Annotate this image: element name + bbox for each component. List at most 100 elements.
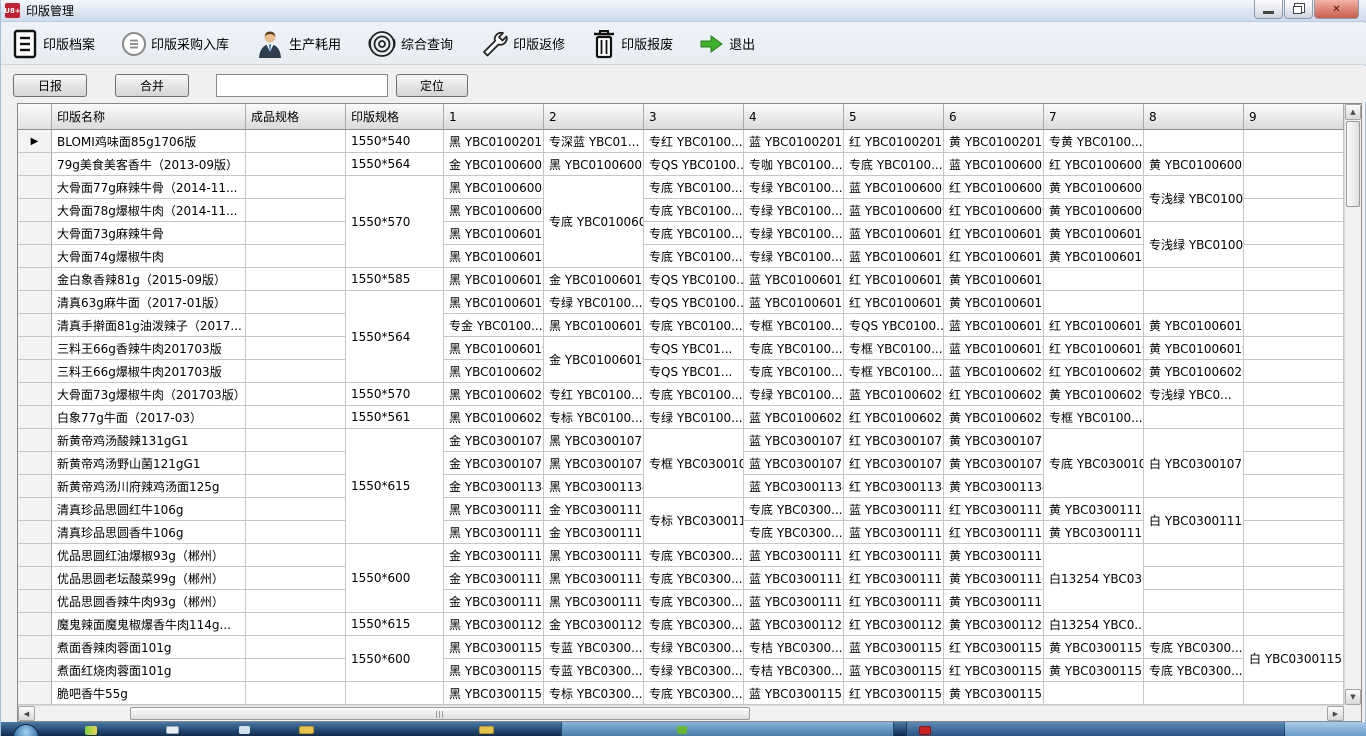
grid-cell[interactable]: 专底 YBC0100... xyxy=(644,176,744,199)
grid-cell[interactable]: 红 YBC01006018 xyxy=(1044,314,1144,337)
grid-cell[interactable]: 白 YBC03001112 xyxy=(1144,498,1244,544)
grid-cell[interactable]: 黄 YBC01006021 xyxy=(1044,383,1144,406)
grid-cell[interactable] xyxy=(246,567,346,590)
grid-cell[interactable]: 1550*561 xyxy=(346,406,444,429)
grid-cell[interactable]: 专绿 YBC0100... xyxy=(544,291,644,314)
grid-cell[interactable]: 红 YBC03001112 xyxy=(944,498,1044,521)
grid-cell[interactable]: 蓝 YBC03001117 xyxy=(744,590,844,613)
grid-cell[interactable]: 黑 YBC03001122 xyxy=(444,613,544,636)
grid-cell[interactable]: 专底 YBC030010 xyxy=(1044,429,1144,498)
grid-cell[interactable]: 白13254 YBC0... xyxy=(1044,613,1144,636)
grid-cell[interactable]: 黄 YBC01006008 xyxy=(1044,176,1144,199)
grid-cell[interactable]: 黑 YBC01002016 xyxy=(444,130,544,153)
grid-cell[interactable] xyxy=(1144,291,1244,314)
grid-cell[interactable]: 蓝 YBC01006012 xyxy=(844,245,944,268)
grid-cell[interactable] xyxy=(246,291,346,314)
grid-cell[interactable] xyxy=(246,314,346,337)
grid-cell[interactable]: 黄 YBC01006011 xyxy=(1044,222,1144,245)
grid-cell[interactable]: 专绿 YBC0100... xyxy=(744,383,844,406)
grid-cell[interactable]: 蓝 YBC03001151 xyxy=(844,636,944,659)
grid-cell[interactable]: 红 YBC01006022 xyxy=(844,406,944,429)
grid-cell[interactable]: 黑 YBC03001112 xyxy=(444,498,544,521)
grid-cell[interactable]: 专底 YBC01006011 xyxy=(544,176,644,268)
grid-cell[interactable]: 优品思圆老坛酸菜99g（郴州） xyxy=(52,567,246,590)
grid-cell[interactable]: 专桔 YBC0300... xyxy=(744,659,844,682)
grid-cell[interactable]: 红 YBC03001151 xyxy=(944,636,1044,659)
grid-cell[interactable]: 黄 YBC01006009 xyxy=(1044,199,1144,222)
column-header[interactable]: 8 xyxy=(1144,104,1244,130)
grid-cell[interactable]: 蓝 YBC01006020 xyxy=(944,360,1044,383)
grid-cell[interactable]: 黄 YBC03001072 xyxy=(944,429,1044,452)
grid-cell[interactable]: 蓝 YBC03001116 xyxy=(744,567,844,590)
grid-cell[interactable]: 金 YBC03001122 xyxy=(544,613,644,636)
taskbar-app-button[interactable] xyxy=(906,722,1284,736)
column-header[interactable]: 1 xyxy=(444,104,544,130)
grid-cell[interactable]: 专绿 YBC0100... xyxy=(644,406,744,429)
grid-cell[interactable]: BLOMI鸡味面85g1706版 xyxy=(52,130,246,153)
row-indicator-cell[interactable] xyxy=(18,636,52,659)
grid-cell[interactable]: 红 YBC03001113 xyxy=(944,521,1044,544)
grid-cell[interactable] xyxy=(1244,222,1344,245)
grid-cell[interactable]: 蓝 YBC01006009 xyxy=(844,199,944,222)
grid-cell[interactable]: 红 YBC03001153 xyxy=(844,682,944,705)
grid-cell[interactable]: 专绿 YBC0100... xyxy=(744,176,844,199)
grid-cell[interactable]: 黄 YBC03001151 xyxy=(1044,636,1144,659)
grid-cell[interactable] xyxy=(1244,337,1344,360)
grid-cell[interactable]: 黑 YBC03001134 xyxy=(544,475,644,498)
grid-cell[interactable] xyxy=(246,590,346,613)
grid-cell[interactable]: 白 YBC03001072 xyxy=(1144,429,1244,498)
row-indicator-cell[interactable] xyxy=(18,153,52,176)
grid-cell[interactable]: 专标 YBC0100... xyxy=(544,406,644,429)
row-indicator-cell[interactable] xyxy=(18,429,52,452)
grid-cell[interactable]: 金 YBC01006003 xyxy=(444,153,544,176)
grid-cell[interactable]: 煮面香辣肉蓉面101g xyxy=(52,636,246,659)
grid-cell[interactable]: 1550*600 xyxy=(346,544,444,613)
taskbar-icon[interactable] xyxy=(677,726,687,734)
grid-cell[interactable]: 黑 YBC01006018 xyxy=(544,314,644,337)
column-header[interactable]: 4 xyxy=(744,104,844,130)
grid-cell[interactable] xyxy=(246,153,346,176)
grid-cell[interactable] xyxy=(246,682,346,705)
grid-cell[interactable]: 专底 YBC0300... xyxy=(644,682,744,705)
grid-cell[interactable]: 红 YBC03001122 xyxy=(844,613,944,636)
grid-cell[interactable] xyxy=(246,544,346,567)
grid-cell[interactable]: 红 YBC03001115 xyxy=(844,544,944,567)
taskbar-icon[interactable] xyxy=(85,726,97,735)
grid-cell[interactable]: 黄 YBC01002016 xyxy=(944,130,1044,153)
row-indicator-cell[interactable] xyxy=(18,613,52,636)
grid-cell[interactable] xyxy=(1244,544,1344,567)
grid-cell[interactable]: 专QS YBC0100... xyxy=(644,291,744,314)
locate-button[interactable]: 定位 xyxy=(396,74,468,97)
column-header[interactable]: 成品规格 xyxy=(246,104,346,130)
taskbar-tray-area[interactable] xyxy=(1285,722,1366,736)
locate-input[interactable] xyxy=(216,74,388,97)
toolbar-item-query[interactable]: 综合查询 xyxy=(367,29,453,59)
grid-cell[interactable]: 1550*540 xyxy=(346,130,444,153)
grid-cell[interactable]: 专QS YBC01... xyxy=(644,337,744,360)
taskbar-icon[interactable] xyxy=(166,726,179,734)
grid-cell[interactable] xyxy=(246,521,346,544)
grid-cell[interactable]: 1550*615 xyxy=(346,429,444,544)
grid-cell[interactable]: 黄 YBC01006015 xyxy=(944,268,1044,291)
grid-cell[interactable]: 金 YBC03001117 xyxy=(444,590,544,613)
column-header[interactable]: 印版名称 xyxy=(52,104,246,130)
row-indicator-cell[interactable] xyxy=(18,498,52,521)
grid-cell[interactable] xyxy=(1144,613,1244,636)
grid-cell[interactable]: 红 YBC03001073 xyxy=(844,452,944,475)
grid-cell[interactable]: 金 YBC03001073 xyxy=(444,452,544,475)
grid-cell[interactable]: 专绿 YBC0300... xyxy=(644,659,744,682)
grid-cell[interactable]: 专黄 YBC0100... xyxy=(1044,130,1144,153)
grid-cell[interactable]: 新黄帝鸡汤川府辣鸡汤面125g xyxy=(52,475,246,498)
grid-cell[interactable]: 黑 YBC01006020 xyxy=(444,360,544,383)
grid-cell[interactable]: 黑 YBC01006017 xyxy=(444,291,544,314)
grid-cell[interactable] xyxy=(1244,590,1344,613)
grid-cell[interactable]: 黄 YBC03001152 xyxy=(1044,659,1144,682)
grid-cell[interactable] xyxy=(1244,682,1344,705)
grid-cell[interactable]: 黑 YBC03001073 xyxy=(544,452,644,475)
grid-cell[interactable]: 黄 YBC01006003 xyxy=(1144,153,1244,176)
grid-cell[interactable]: 专框 YBC03001072 xyxy=(644,429,744,498)
grid-cell[interactable]: 黑 YBC03001116 xyxy=(544,567,644,590)
grid-cell[interactable]: 蓝 YBC03001073 xyxy=(744,452,844,475)
grid-cell[interactable] xyxy=(1244,613,1344,636)
row-indicator-cell[interactable]: ▶ xyxy=(18,130,52,153)
